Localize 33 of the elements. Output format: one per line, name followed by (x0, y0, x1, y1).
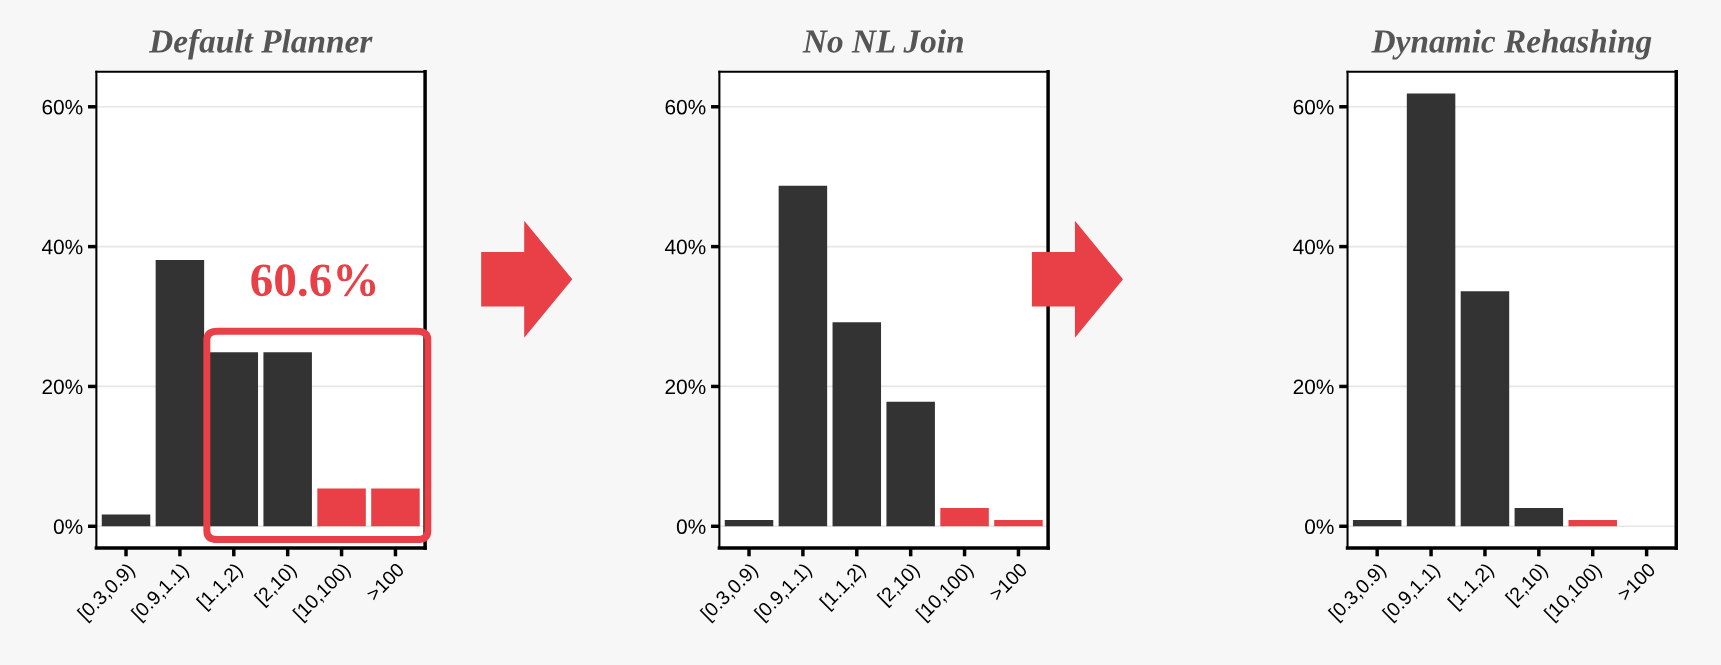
bar (317, 488, 366, 527)
bar (1460, 291, 1510, 527)
bar (371, 488, 420, 527)
bar (778, 185, 828, 527)
chart-title: No NL Join (802, 29, 963, 53)
bar (209, 352, 259, 527)
bar (1352, 519, 1402, 527)
y-tick-label: 20% (1293, 379, 1334, 395)
y-tick-label: 40% (664, 239, 706, 255)
bar (886, 401, 935, 527)
y-tick-label: 20% (42, 379, 83, 395)
bar (1568, 519, 1617, 527)
bar (263, 352, 312, 527)
y-tick-label: 20% (665, 379, 706, 395)
bar (1514, 508, 1564, 527)
y-tick-label: 40% (1293, 239, 1334, 255)
y-tick-label: 0% (1305, 519, 1334, 535)
y-tick-label: 60% (665, 99, 706, 115)
y-tick-label: 60% (42, 99, 83, 115)
bar (101, 514, 151, 527)
annotation: 60.6% (251, 264, 376, 297)
bar (994, 519, 1043, 527)
y-tick-label: 0% (676, 519, 706, 535)
bar (940, 508, 989, 527)
chart-title: Dynamic Rehashing (1371, 29, 1652, 60)
bar (832, 322, 882, 527)
bar (155, 259, 205, 527)
y-tick-label: 60% (1293, 99, 1334, 115)
y-tick-label: 40% (41, 239, 83, 255)
y-tick-label: 0% (53, 519, 83, 535)
bar (1406, 93, 1456, 527)
chart-title: Default Planner (148, 28, 373, 60)
bar (724, 519, 774, 527)
